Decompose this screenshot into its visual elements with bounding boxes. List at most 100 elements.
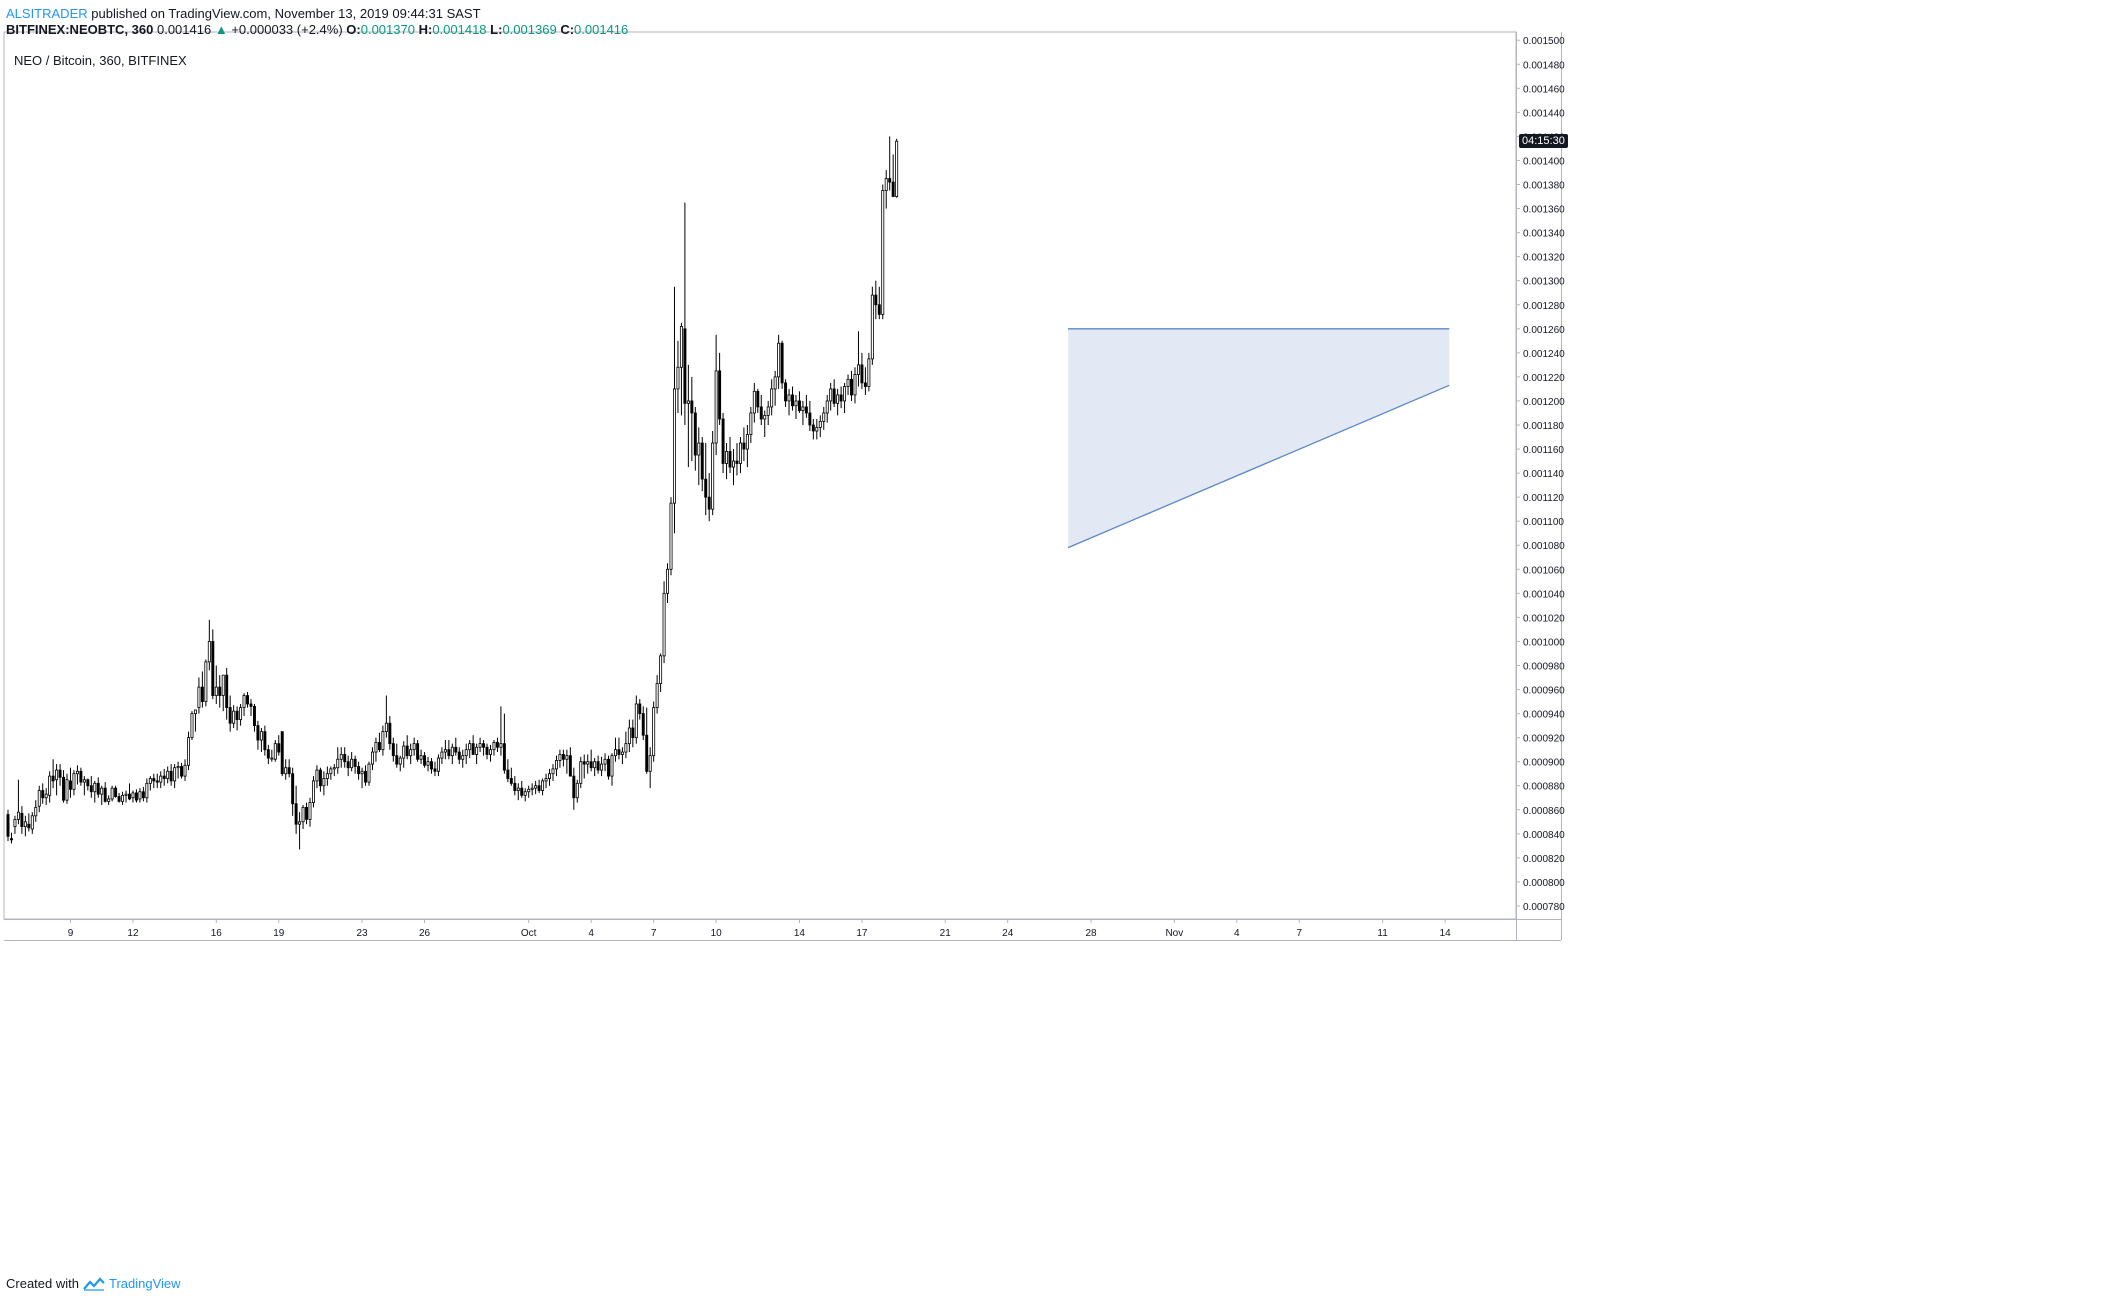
candle[interactable] <box>568 747 572 777</box>
candle[interactable] <box>183 759 187 781</box>
candle[interactable] <box>565 749 569 774</box>
candle[interactable] <box>436 754 440 777</box>
candle[interactable] <box>745 424 749 468</box>
candle[interactable] <box>55 764 59 796</box>
candle[interactable] <box>627 719 631 753</box>
candle[interactable] <box>881 184 885 320</box>
candle[interactable] <box>100 785 104 805</box>
candle[interactable] <box>322 771 326 796</box>
candle[interactable] <box>624 731 628 759</box>
candle[interactable] <box>138 788 142 803</box>
candle[interactable] <box>246 691 249 708</box>
candle[interactable] <box>735 443 739 476</box>
candle[interactable] <box>121 791 125 805</box>
candle[interactable] <box>464 743 468 765</box>
candle[interactable] <box>443 740 447 760</box>
candle[interactable] <box>791 386 794 411</box>
candle[interactable] <box>631 719 635 748</box>
candle[interactable] <box>638 699 642 720</box>
candle[interactable] <box>409 743 413 765</box>
candle[interactable] <box>572 767 576 810</box>
candle[interactable] <box>398 755 402 772</box>
candle[interactable] <box>475 743 479 765</box>
candle[interactable] <box>381 725 385 756</box>
candle[interactable] <box>110 785 114 802</box>
candle[interactable] <box>86 778 90 791</box>
candle[interactable] <box>37 785 41 813</box>
candle[interactable] <box>607 755 611 780</box>
candle[interactable] <box>69 767 72 798</box>
candle[interactable] <box>686 364 690 468</box>
candle[interactable] <box>284 759 288 780</box>
candle[interactable] <box>586 754 590 774</box>
candle[interactable] <box>478 737 482 753</box>
candle[interactable] <box>825 394 829 423</box>
candle[interactable] <box>797 391 801 413</box>
candle[interactable] <box>232 705 236 729</box>
candle[interactable] <box>41 783 45 804</box>
candle[interactable] <box>173 764 177 789</box>
candle[interactable] <box>343 747 347 768</box>
candle[interactable] <box>13 815 17 834</box>
candle[interactable] <box>843 382 847 413</box>
candle[interactable] <box>527 785 531 798</box>
candle[interactable] <box>884 170 888 209</box>
candle[interactable] <box>30 812 34 834</box>
candle[interactable] <box>311 776 315 808</box>
candle[interactable] <box>759 394 763 425</box>
candle[interactable] <box>259 728 263 753</box>
candle[interactable] <box>742 427 746 462</box>
candle[interactable] <box>679 322 683 416</box>
candle[interactable] <box>554 755 558 777</box>
candle[interactable] <box>718 352 722 425</box>
candle[interactable] <box>318 767 322 792</box>
candle[interactable] <box>534 780 538 795</box>
candle[interactable] <box>339 747 343 768</box>
candle[interactable] <box>714 334 718 456</box>
candle[interactable] <box>666 563 670 603</box>
candle[interactable] <box>613 737 617 762</box>
candle[interactable] <box>780 340 784 389</box>
candle[interactable] <box>669 497 673 576</box>
candle[interactable] <box>558 749 562 768</box>
candle[interactable] <box>277 735 281 756</box>
candle[interactable] <box>58 764 62 786</box>
candle[interactable] <box>419 749 423 765</box>
candle[interactable] <box>152 773 156 789</box>
candle[interactable] <box>457 747 461 765</box>
candle[interactable] <box>662 581 666 664</box>
candle[interactable] <box>770 379 774 416</box>
tradingview-link[interactable]: TradingView <box>108 1276 181 1291</box>
candle[interactable] <box>242 693 246 716</box>
candle[interactable] <box>239 703 243 726</box>
candle[interactable] <box>575 779 579 803</box>
candle[interactable] <box>863 367 867 395</box>
candle[interactable] <box>756 388 760 413</box>
candle[interactable] <box>145 778 149 803</box>
candle[interactable] <box>530 783 534 796</box>
candle[interactable] <box>513 776 517 796</box>
candle[interactable] <box>773 370 777 406</box>
candle[interactable] <box>870 286 874 365</box>
candle[interactable] <box>51 759 55 789</box>
candle[interactable] <box>131 790 135 803</box>
candle[interactable] <box>777 334 781 389</box>
candle[interactable] <box>117 792 121 803</box>
candle[interactable] <box>114 785 118 798</box>
candle[interactable] <box>426 756 430 772</box>
candle[interactable] <box>107 795 111 805</box>
candle[interactable] <box>509 767 513 786</box>
candle[interactable] <box>364 765 368 786</box>
candle[interactable] <box>520 780 524 798</box>
candle[interactable] <box>218 675 222 708</box>
candle[interactable] <box>395 743 399 768</box>
candle[interactable] <box>249 699 253 716</box>
candle[interactable] <box>16 779 20 825</box>
candle[interactable] <box>548 768 551 786</box>
candle[interactable] <box>266 744 270 765</box>
candle[interactable] <box>273 740 277 762</box>
candle[interactable] <box>738 437 742 474</box>
candle[interactable] <box>707 473 711 522</box>
candle[interactable] <box>596 755 600 774</box>
candle[interactable] <box>225 667 229 720</box>
